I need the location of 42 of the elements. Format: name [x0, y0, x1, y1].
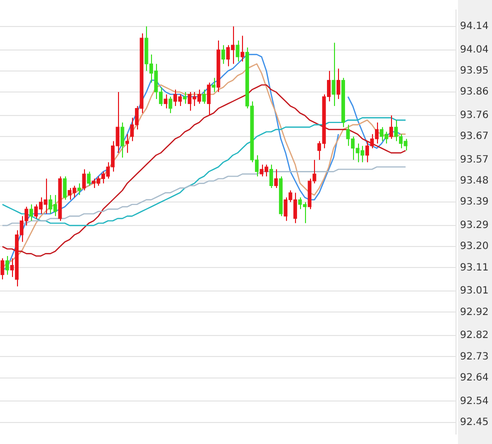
y-tick-label: 93.39 — [460, 196, 489, 208]
y-tick-label: 93.57 — [460, 154, 489, 166]
candlestick — [77, 182, 82, 196]
y-tick-label: 92.73 — [460, 351, 489, 362]
y-tick-label: 92.54 — [460, 396, 489, 407]
y-tick-label: 94.04 — [460, 44, 489, 56]
candlestick — [240, 35, 244, 62]
y-tick-label: 93.48 — [460, 176, 489, 187]
candlestick — [269, 164, 274, 189]
candlestick — [62, 176, 67, 200]
y-tick-label: 93.29 — [460, 220, 489, 232]
y-tick-label: 92.82 — [460, 330, 489, 342]
y-tick-label: 93.20 — [460, 241, 489, 252]
candlestick — [212, 77, 216, 92]
candlestick — [125, 134, 130, 154]
y-tick-label: 93.95 — [460, 66, 489, 76]
candlestick — [0, 258, 4, 280]
candlestick — [164, 94, 168, 109]
candlestick — [82, 168, 86, 191]
candlestick — [86, 171, 91, 186]
candlestick — [206, 82, 211, 116]
y-tick-label: 93.67 — [460, 131, 489, 142]
candlestick — [332, 42, 336, 107]
candlestick — [202, 89, 206, 104]
candlestick — [389, 114, 394, 140]
y-tick-label: 92.45 — [460, 416, 489, 428]
candlestick — [221, 44, 226, 64]
y-tick-label: 93.01 — [460, 286, 489, 297]
candlestick — [29, 204, 34, 222]
y-tick-label: 94.14 — [460, 20, 489, 32]
candlestick — [120, 122, 124, 158]
candlestick — [274, 168, 278, 189]
candlestick — [336, 68, 340, 100]
candlestick — [236, 40, 240, 62]
y-tick-label: 93.86 — [460, 86, 489, 98]
y-tick-label: 92.92 — [460, 306, 489, 318]
y-tick-label: 93.76 — [460, 110, 489, 122]
y-tick-label: 92.64 — [460, 372, 489, 384]
candlestick — [168, 96, 172, 114]
candlestick — [182, 91, 187, 104]
y-tick-label: 93.11 — [460, 262, 489, 274]
candlestick — [5, 255, 10, 276]
